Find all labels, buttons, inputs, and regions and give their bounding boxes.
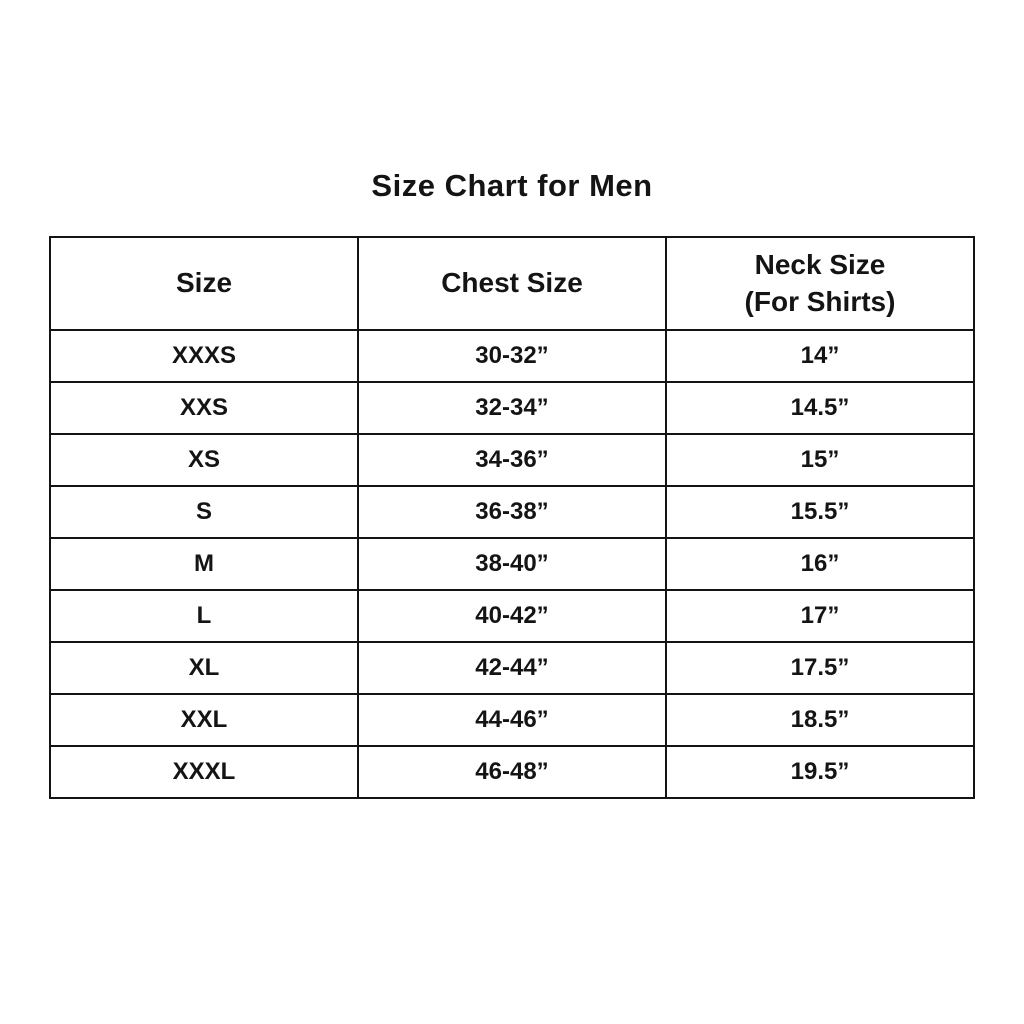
header-size-label: Size: [175, 267, 233, 299]
table-row: XXL 44-46” 18.5”: [49, 693, 975, 747]
cell-size: XXXS: [49, 329, 359, 383]
table-row: XL 42-44” 17.5”: [49, 641, 975, 695]
table-row: L 40-42” 17”: [49, 589, 975, 643]
cell-chest: 46-48”: [357, 745, 667, 799]
cell-neck: 16”: [665, 537, 975, 591]
table-row: XXXS 30-32” 14”: [49, 329, 975, 383]
cell-size: M: [49, 537, 359, 591]
cell-size: XL: [49, 641, 359, 695]
cell-neck: 14”: [665, 329, 975, 383]
cell-chest: 34-36”: [357, 433, 667, 487]
cell-size: XS: [49, 433, 359, 487]
cell-chest: 38-40”: [357, 537, 667, 591]
cell-neck: 18.5”: [665, 693, 975, 747]
table-row: S 36-38” 15.5”: [49, 485, 975, 539]
cell-size: XXL: [49, 693, 359, 747]
cell-size: XXS: [49, 381, 359, 435]
page-title: Size Chart for Men: [371, 168, 653, 203]
header-chest-size: Chest Size: [357, 236, 667, 331]
table-row: M 38-40” 16”: [49, 537, 975, 591]
cell-chest: 44-46”: [357, 693, 667, 747]
table-row: XXXL 46-48” 19.5”: [49, 745, 975, 799]
table-row: XXS 32-34” 14.5”: [49, 381, 975, 435]
header-neck-size-sublabel: (For Shirts): [744, 285, 896, 317]
cell-neck: 14.5”: [665, 381, 975, 435]
cell-chest: 40-42”: [357, 589, 667, 643]
header-neck-size: Neck Size (For Shirts): [665, 236, 975, 331]
cell-neck: 15”: [665, 433, 975, 487]
size-chart-table: Size Chest Size Neck Size (For Shirts) X…: [49, 236, 975, 799]
header-chest-size-label: Chest Size: [441, 267, 583, 299]
cell-chest: 30-32”: [357, 329, 667, 383]
cell-size: L: [49, 589, 359, 643]
table-row: XS 34-36” 15”: [49, 433, 975, 487]
header-size: Size: [49, 236, 359, 331]
cell-neck: 19.5”: [665, 745, 975, 799]
cell-neck: 17”: [665, 589, 975, 643]
cell-neck: 15.5”: [665, 485, 975, 539]
cell-size: XXXL: [49, 745, 359, 799]
header-row: Size Chest Size Neck Size (For Shirts): [49, 236, 975, 331]
cell-neck: 17.5”: [665, 641, 975, 695]
cell-size: S: [49, 485, 359, 539]
cell-chest: 42-44”: [357, 641, 667, 695]
header-neck-size-label: Neck Size: [754, 249, 886, 281]
cell-chest: 36-38”: [357, 485, 667, 539]
cell-chest: 32-34”: [357, 381, 667, 435]
